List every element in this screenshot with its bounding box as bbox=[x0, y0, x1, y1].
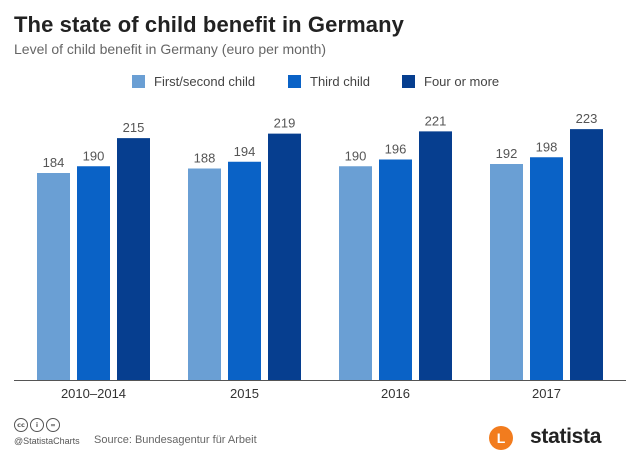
bar-value-label: 221 bbox=[425, 113, 447, 128]
bar-value-label: 188 bbox=[194, 151, 216, 166]
bar bbox=[530, 157, 563, 380]
bar bbox=[339, 166, 372, 380]
bar bbox=[117, 138, 150, 380]
chart-subtitle: Level of child benefit in Germany (euro … bbox=[14, 41, 327, 57]
bar bbox=[188, 168, 221, 380]
l-logo-icon: L bbox=[489, 426, 513, 450]
x-tick-label: 2017 bbox=[532, 386, 561, 401]
no-derivatives-icon: = bbox=[46, 418, 60, 432]
bar-value-label: 198 bbox=[536, 139, 558, 154]
bar-value-label: 196 bbox=[385, 142, 407, 157]
cc-icon: cc bbox=[14, 418, 28, 432]
legend-label-four-or-more: Four or more bbox=[424, 73, 500, 89]
bar-value-label: 223 bbox=[576, 111, 598, 126]
legend-item-first-second: First/second child bbox=[132, 72, 255, 90]
bar-value-label: 190 bbox=[83, 148, 105, 163]
legend-label-first-second: First/second child bbox=[154, 73, 256, 89]
bar bbox=[379, 159, 412, 380]
legend-swatch-four-or-more bbox=[402, 74, 415, 88]
legend-label-third: Third child bbox=[310, 73, 370, 89]
twitter-handle: @StatistaCharts bbox=[14, 436, 80, 446]
x-tick-label: 2015 bbox=[230, 386, 259, 401]
bar bbox=[490, 164, 523, 380]
legend-item-four-or-more: Four or more bbox=[402, 72, 499, 90]
bar-value-label: 194 bbox=[234, 144, 256, 159]
bar bbox=[77, 166, 110, 380]
legend: First/second child Third child Four or m… bbox=[0, 72, 640, 90]
bar bbox=[570, 129, 603, 380]
legend-swatch-third bbox=[288, 74, 301, 88]
bar-value-label: 184 bbox=[43, 155, 65, 170]
legend-item-third: Third child bbox=[288, 72, 370, 90]
bar-value-label: 192 bbox=[496, 146, 518, 161]
statista-logo: statista bbox=[530, 425, 602, 448]
bar-value-label: 219 bbox=[274, 116, 296, 131]
bar bbox=[37, 173, 70, 380]
chart-title: The state of child benefit in Germany bbox=[14, 12, 404, 37]
bar-value-label: 190 bbox=[345, 148, 367, 163]
bar bbox=[228, 161, 261, 380]
bar-value-label: 215 bbox=[123, 120, 145, 135]
source-note: Source: Bundesagentur für Arbeit bbox=[94, 434, 257, 446]
bar bbox=[268, 133, 301, 380]
x-tick-label: 2010–2014 bbox=[61, 386, 126, 401]
legend-swatch-first-second bbox=[132, 74, 145, 88]
bar bbox=[419, 131, 452, 380]
x-tick-label: 2016 bbox=[381, 386, 410, 401]
creative-commons-icons: cc i = bbox=[14, 418, 60, 432]
attribution-icon: i bbox=[30, 418, 44, 432]
